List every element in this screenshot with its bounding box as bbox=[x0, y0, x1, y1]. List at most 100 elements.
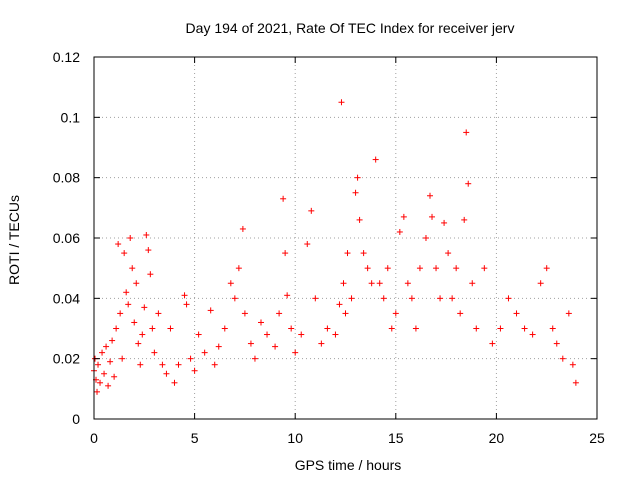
data-point bbox=[163, 370, 170, 377]
data-point bbox=[404, 280, 411, 287]
data-point bbox=[227, 280, 234, 287]
data-point bbox=[129, 265, 136, 272]
data-point bbox=[241, 310, 248, 317]
data-point bbox=[171, 379, 178, 386]
data-point bbox=[103, 343, 110, 350]
data-point bbox=[505, 295, 512, 302]
data-point bbox=[211, 361, 218, 368]
data-point bbox=[537, 280, 544, 287]
data-point bbox=[408, 295, 415, 302]
data-point bbox=[284, 292, 291, 299]
data-point bbox=[101, 370, 108, 377]
data-point bbox=[461, 216, 468, 223]
data-point bbox=[445, 250, 452, 257]
data-point bbox=[117, 310, 124, 317]
data-point bbox=[201, 349, 208, 356]
data-point bbox=[247, 340, 254, 347]
x-tick-label: 10 bbox=[287, 430, 303, 446]
data-point bbox=[481, 265, 488, 272]
ticks-layer: 0 0.02 0.04 0.06 0.08 0.1 0.12 0 5 10 15 20 25 bbox=[53, 49, 605, 446]
data-point bbox=[239, 225, 246, 232]
data-point bbox=[141, 304, 148, 311]
data-point bbox=[298, 331, 305, 338]
data-point bbox=[422, 235, 429, 241]
data-point bbox=[549, 325, 556, 332]
x-axis-label: GPS time / hours bbox=[295, 457, 402, 473]
data-point bbox=[427, 192, 434, 199]
data-point bbox=[338, 99, 345, 106]
data-point bbox=[513, 310, 520, 317]
data-point bbox=[115, 241, 122, 248]
data-point bbox=[340, 280, 347, 287]
data-point bbox=[412, 325, 419, 332]
data-point bbox=[95, 361, 102, 368]
data-point bbox=[111, 373, 118, 380]
data-point bbox=[352, 189, 359, 196]
x-tick-label: 15 bbox=[388, 430, 404, 446]
data-point bbox=[392, 310, 399, 317]
data-point bbox=[139, 331, 146, 338]
data-point bbox=[207, 307, 214, 314]
data-point bbox=[364, 265, 371, 272]
data-point bbox=[354, 174, 361, 181]
data-point bbox=[304, 241, 311, 248]
y-tick-label: 0.06 bbox=[53, 230, 80, 246]
data-point bbox=[135, 340, 142, 347]
data-point bbox=[119, 355, 126, 362]
data-point bbox=[372, 156, 379, 163]
data-point bbox=[416, 265, 423, 272]
data-point bbox=[324, 325, 331, 332]
data-point bbox=[235, 265, 242, 272]
data-point bbox=[276, 310, 283, 317]
data-point bbox=[191, 367, 198, 374]
data-point bbox=[251, 355, 258, 362]
y-tick-label: 0.08 bbox=[53, 170, 80, 186]
data-point bbox=[463, 129, 470, 136]
data-point bbox=[559, 355, 566, 362]
data-point bbox=[105, 382, 112, 389]
data-point bbox=[572, 379, 579, 386]
data-point bbox=[215, 343, 222, 350]
data-point bbox=[437, 295, 444, 302]
data-point bbox=[282, 250, 289, 257]
y-tick-label: 0.04 bbox=[53, 290, 80, 306]
data-point bbox=[123, 289, 130, 296]
data-point bbox=[400, 213, 407, 220]
data-point bbox=[388, 325, 395, 332]
data-point bbox=[257, 319, 264, 326]
y-tick-label: 0 bbox=[72, 411, 80, 427]
data-point bbox=[107, 358, 114, 365]
points-layer bbox=[91, 99, 579, 395]
data-point bbox=[149, 325, 156, 332]
data-point bbox=[221, 325, 228, 332]
data-point bbox=[231, 295, 238, 302]
data-point bbox=[143, 231, 150, 238]
data-point bbox=[449, 295, 456, 302]
y-tick-label: 0.12 bbox=[53, 49, 80, 65]
data-point bbox=[318, 340, 325, 347]
data-point bbox=[469, 280, 476, 287]
data-point bbox=[396, 228, 403, 235]
data-point bbox=[97, 379, 104, 386]
data-point bbox=[497, 325, 504, 332]
data-point bbox=[181, 292, 188, 299]
data-point bbox=[344, 250, 351, 257]
data-point bbox=[441, 219, 448, 226]
y-axis-label: ROTI / TECUs bbox=[6, 195, 22, 285]
data-point bbox=[292, 349, 299, 356]
data-point bbox=[384, 265, 391, 272]
grid-layer bbox=[94, 57, 597, 419]
x-tick-label: 25 bbox=[589, 430, 605, 446]
data-point bbox=[342, 310, 349, 317]
data-point bbox=[175, 361, 182, 368]
data-point bbox=[565, 310, 572, 317]
data-point bbox=[529, 331, 536, 338]
data-point bbox=[183, 301, 190, 308]
data-point bbox=[569, 361, 576, 368]
data-point bbox=[433, 265, 440, 272]
data-point bbox=[380, 295, 387, 302]
data-point bbox=[288, 325, 295, 332]
x-tick-label: 20 bbox=[489, 430, 505, 446]
data-point bbox=[125, 301, 132, 308]
data-point bbox=[167, 325, 174, 332]
